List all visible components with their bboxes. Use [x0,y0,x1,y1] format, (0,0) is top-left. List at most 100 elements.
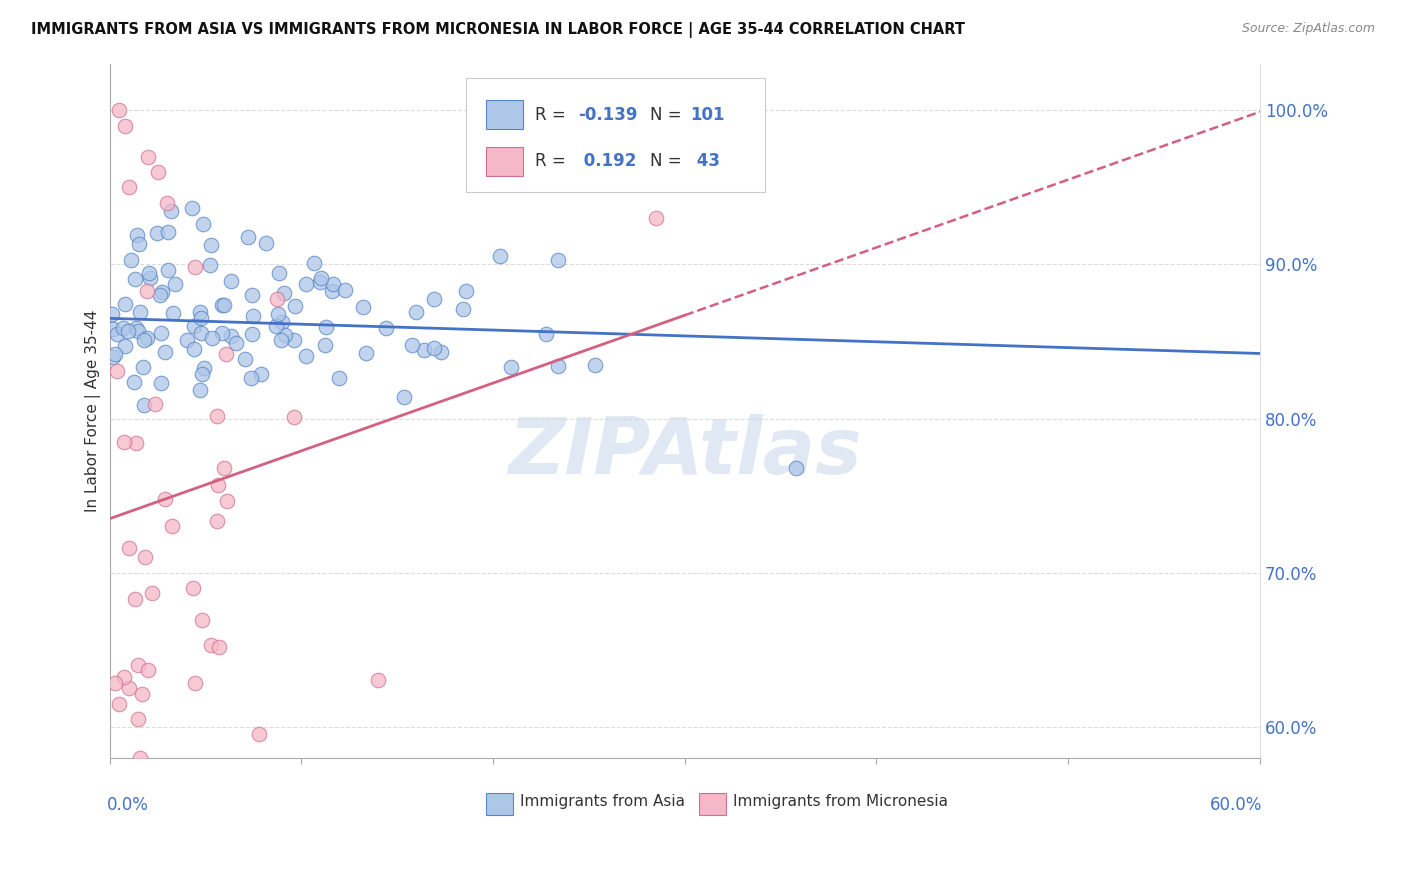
Point [501,359,523,374]
Text: 0.192: 0.192 [578,153,636,170]
Text: 43: 43 [690,153,720,170]
Point [132,359,155,374]
FancyBboxPatch shape [467,78,765,193]
Point [190,326,212,341]
Point [145,396,167,410]
Point [135,284,157,298]
Point [271,315,294,329]
Point [284,299,307,313]
Point [162,306,184,320]
Point [160,204,183,219]
Point [112,670,135,684]
Text: Immigrants from Asia: Immigrants from Asia [520,794,685,809]
Point [101,350,124,364]
Point [225,336,247,351]
Point [118,541,141,555]
Point [315,319,337,334]
Text: 0.0%: 0.0% [107,796,149,814]
Point [242,310,264,324]
Point [211,326,233,340]
Point [205,514,228,528]
Point [423,292,446,306]
Text: N =: N = [650,105,688,124]
Point [451,301,474,316]
Point [283,410,305,425]
Point [308,275,330,289]
Point [160,519,183,533]
Point [254,236,277,251]
Text: -0.139: -0.139 [578,105,637,124]
Point [125,320,148,334]
Point [193,361,215,376]
Point [136,330,159,344]
Point [118,681,141,696]
Point [105,326,128,341]
Point [149,326,172,341]
Point [314,337,336,351]
Point [198,259,221,273]
Point [267,307,290,321]
Point [429,345,451,359]
Point [534,326,557,341]
Point [183,319,205,334]
Point [367,673,389,688]
Point [149,376,172,390]
Point [207,478,229,492]
Point [125,436,148,450]
Point [181,581,204,595]
Text: R =: R = [536,105,571,124]
Point [117,324,139,338]
Point [322,277,344,291]
FancyBboxPatch shape [485,793,513,815]
Point [328,371,350,385]
Point [184,260,207,274]
Point [215,346,238,360]
Point [141,586,163,600]
Point [785,461,807,475]
Point [240,326,263,341]
Point [211,298,233,312]
Point [191,613,214,627]
Point [219,275,242,289]
Point [105,364,128,378]
Point [125,227,148,242]
Point [112,435,135,450]
Point [124,591,146,606]
Point [274,328,297,343]
Point [212,298,235,312]
Point [191,368,214,382]
Point [266,292,288,306]
FancyBboxPatch shape [699,793,725,815]
Text: 101: 101 [690,105,725,124]
Point [645,211,668,226]
Point [309,271,332,285]
Point [547,359,569,373]
FancyBboxPatch shape [485,100,523,129]
Point [423,341,446,355]
Point [114,339,136,353]
Point [321,284,343,298]
Point [405,305,427,319]
Point [302,255,325,269]
Text: N =: N = [650,153,688,170]
Point [295,349,318,363]
Point [270,333,292,347]
Point [132,398,155,412]
Point [132,333,155,347]
Point [103,322,125,336]
Point [200,238,222,252]
Point [136,663,159,677]
Point [104,347,127,361]
Point [352,300,374,314]
Point [191,217,214,231]
Point [295,277,318,291]
Point [208,640,231,654]
Point [152,285,174,300]
Text: Source: ZipAtlas.com: Source: ZipAtlas.com [1241,22,1375,36]
Point [585,358,607,372]
Text: R =: R = [536,153,571,170]
Point [273,286,295,301]
Point [124,272,146,286]
Point [127,658,149,673]
Point [128,236,150,251]
